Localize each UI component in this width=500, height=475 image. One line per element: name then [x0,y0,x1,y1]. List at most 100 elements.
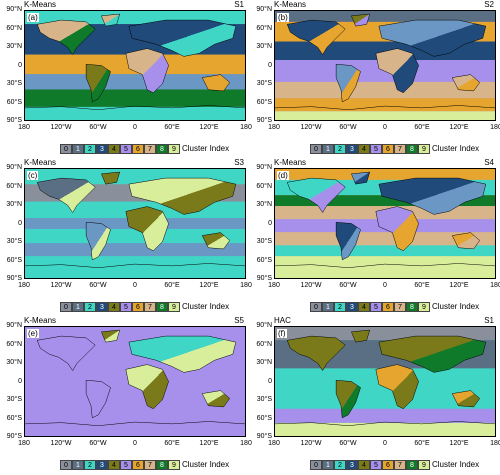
cluster-map-graphic [275,11,495,120]
colorbar-swatch: 5 [120,460,132,470]
panel-method: HAC [274,316,291,325]
lon-tick-label: 120°W [50,124,72,131]
colorbar-swatch: 0 [60,460,72,470]
continent-region [101,171,121,185]
continent-region [85,222,111,261]
colorbar-swatch: 7 [144,460,156,470]
ocean-band [25,228,245,244]
colorbar-swatch: 7 [394,460,406,470]
lat-tick-label: 30°S [256,396,272,403]
lat-tick-label: 30°N [6,201,22,208]
lon-tick-label: 120°E [449,282,469,289]
lon-tick-label: 60°E [164,440,180,447]
panel-method: K-Means [24,158,57,167]
colorbar-swatch: 6 [382,144,394,154]
panel-letter: (f) [277,329,287,338]
continent-region [378,177,487,215]
continent-region [85,64,111,103]
continent-region [451,390,481,408]
antarctic-coastline [275,421,495,426]
lon-tick-label: 60°W [89,440,107,447]
colorbar-title: Cluster Index [182,302,230,311]
lon-tick-label: 120°E [449,440,469,447]
ocean-band [275,422,495,436]
colorbar-swatch: 8 [156,302,168,312]
cluster-map: (e) [24,326,246,437]
colorbar-swatch: 0 [310,144,322,154]
ocean-band [25,243,245,257]
ocean-band [25,269,245,278]
lat-tick-label: 90°N [256,6,272,13]
colorbar-swatch: 1 [72,460,84,470]
panel-scenario: S2 [484,0,494,9]
colorbar-swatch: 3 [96,144,108,154]
colorbar-swatch: 7 [394,144,406,154]
lon-tick-label: 0 [383,282,387,289]
antarctic-coastline [275,105,495,110]
lon-tick-label: 120°E [449,124,469,131]
cluster-map: (a) [24,10,246,121]
colorbar-swatch: 6 [132,144,144,154]
lon-tick-label: 60°E [414,282,430,289]
continent-region [128,177,237,215]
cluster-map-graphic [275,327,495,436]
colorbar-swatch: 6 [132,302,144,312]
panel-method: K-Means [24,0,57,9]
lat-tick-label: 90°N [6,6,22,13]
cluster-map: (f) [274,326,496,437]
colorbar-swatch: 3 [346,460,358,470]
lat-tick-label: 60°S [256,98,272,106]
colorbar-swatch: 1 [322,144,334,154]
colorbar-swatch: 5 [120,144,132,154]
colorbar-swatch: 8 [156,460,168,470]
colorbar-swatch: 9 [418,144,430,154]
continent-region [85,380,111,419]
cluster-map: (b) [274,10,496,121]
lat-tick-label: 30°N [256,201,272,208]
colorbar-swatch: 7 [394,302,406,312]
colorbar-swatch: 9 [168,144,180,154]
lat-tick-label: 90°S [256,117,272,124]
lat-tick-label: 30°S [6,396,22,403]
lat-tick-label: 90°S [256,433,272,440]
colorbar-title: Cluster Index [182,460,230,469]
continent-region [125,48,169,94]
lon-tick-label: 60°W [339,124,357,131]
colorbar-swatch: 4 [108,302,120,312]
colorbar-swatch: 4 [108,460,120,470]
map-panel-c: K-Means S3 (c) 90°N 60°N 30°N 0 30°S 60°S 90°S 180… [0,158,252,316]
colorbar-title: Cluster Index [432,144,480,153]
lon-tick-label: 180 [240,440,252,447]
colorbar-swatch: 2 [334,144,346,154]
continent-region [335,380,361,419]
continent-region [201,232,231,250]
panel-letter: (a) [27,13,39,22]
colorbar-swatch: 9 [168,302,180,312]
lon-tick-label: 120°E [199,440,219,447]
colorbar-swatch: 2 [334,460,346,470]
lon-tick-label: 0 [133,124,137,131]
ocean-band [25,256,245,270]
lon-tick-label: 120°E [199,282,219,289]
colorbar-swatch: 1 [72,302,84,312]
continent-region [335,64,361,103]
lon-tick-label: 0 [383,124,387,131]
panel-scenario: S1 [234,0,244,9]
antarctic-coastline [25,105,245,110]
continent-region [378,335,487,373]
lat-tick-label: 60°S [6,256,22,264]
lon-tick-label: 120°E [199,124,219,131]
lon-tick-label: 180 [490,440,500,447]
lat-tick-label: 60°N [256,340,272,348]
colorbar-swatch: 9 [418,460,430,470]
cluster-map: (c) [24,168,246,279]
lat-tick-label: 30°N [6,359,22,366]
continent-region [125,206,169,252]
ocean-band [275,195,495,207]
colorbar-swatch: 5 [120,302,132,312]
colorbar-swatch: 1 [322,302,334,312]
